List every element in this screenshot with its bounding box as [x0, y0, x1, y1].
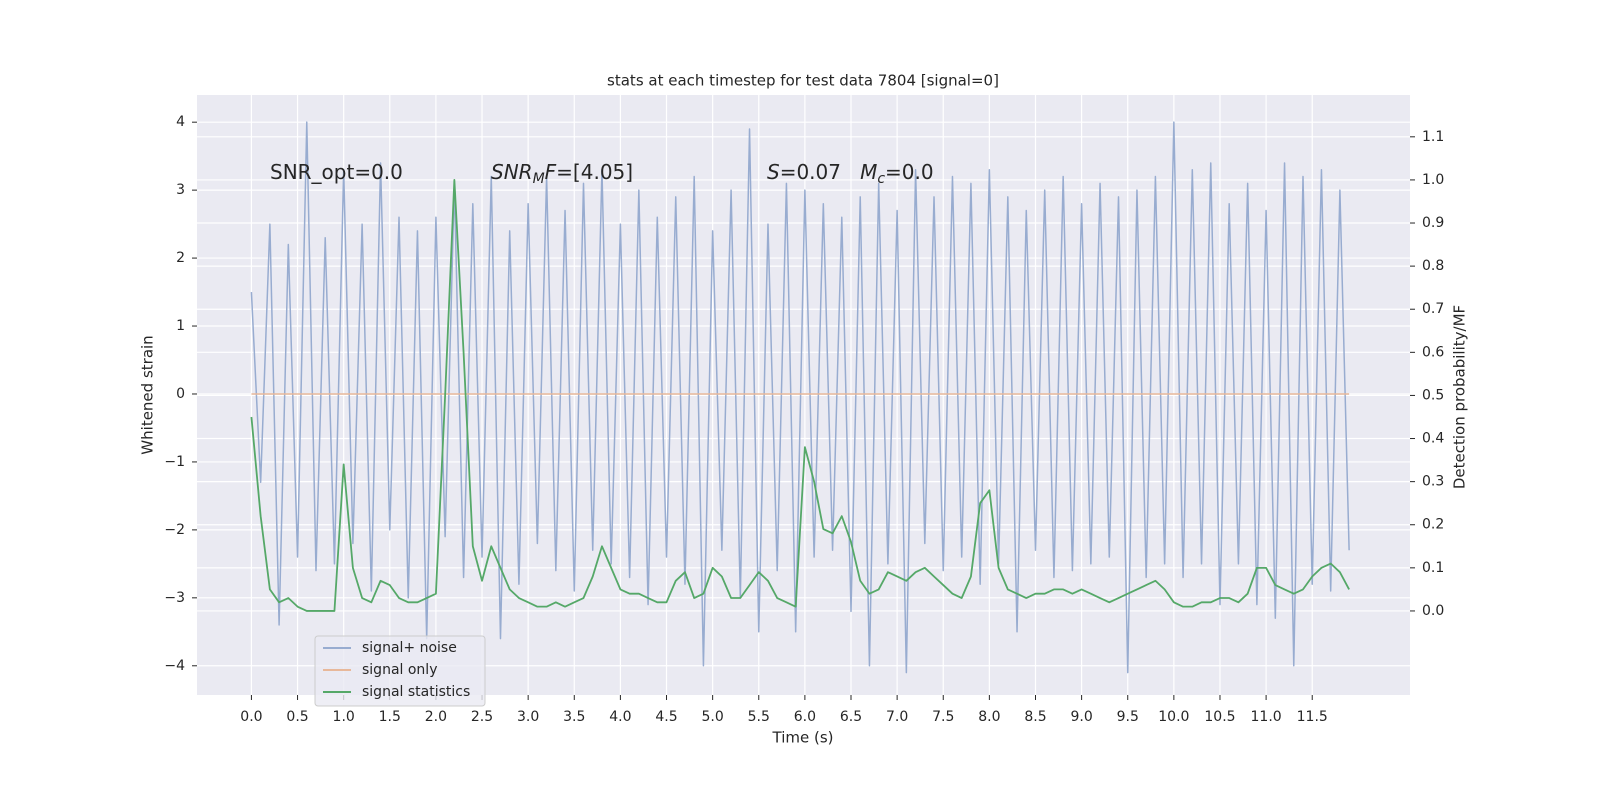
y-tick-label: 3	[176, 182, 185, 198]
x-tick-label: 10.5	[1204, 709, 1235, 725]
y2-tick-label: 1.1	[1422, 129, 1444, 145]
annotation: S=0.07 Mc=0.0	[767, 160, 934, 188]
series-line	[250, 121, 1350, 674]
y-tick-label: 1	[176, 318, 185, 334]
y2-tick-label: 0.3	[1422, 474, 1444, 490]
x-tick-label: 3.0	[517, 709, 539, 725]
annotation: SNR_opt=0.0	[270, 160, 403, 184]
legend-label: signal statistics	[362, 684, 470, 700]
y2-tick-label: 1.0	[1422, 172, 1444, 188]
x-axis-label: Time (s)	[772, 729, 834, 747]
x-tick-label: 3.5	[563, 709, 585, 725]
y2-tick-label: 0.5	[1422, 387, 1444, 403]
annotation-part: F	[545, 160, 557, 184]
x-tick-label: 8.5	[1024, 709, 1046, 725]
y2-axis-label: Detection probability/MF	[1451, 305, 1469, 489]
annotation-part: SNR_opt=0.0	[270, 160, 403, 184]
x-tick-label: 1.5	[379, 709, 401, 725]
x-tick-label: 11.0	[1251, 709, 1282, 725]
x-tick-label: 2.5	[471, 709, 493, 725]
chart-title: stats at each timestep for test data 780…	[607, 72, 999, 90]
x-tick-label: 7.0	[886, 709, 908, 725]
x-tick-label: 7.5	[932, 709, 954, 725]
annotation-part: =0.07	[780, 160, 860, 184]
x-tick-label: 9.5	[1117, 709, 1139, 725]
y2-tick-label: 0.7	[1422, 301, 1444, 317]
x-tick-label: 4.0	[609, 709, 631, 725]
y-tick-label: −4	[164, 658, 185, 674]
y-tick-label: 2	[176, 250, 185, 266]
annotation-part: =[4.05]	[556, 160, 633, 184]
x-tick-label: 4.5	[655, 709, 677, 725]
annotation-part: c	[877, 171, 885, 187]
legend-label: signal only	[362, 662, 437, 678]
y-tick-label: −3	[164, 590, 185, 606]
y2-tick-label: 0.8	[1422, 258, 1444, 274]
y-tick-label: −1	[164, 454, 185, 470]
y2-tick-label: 0.6	[1422, 344, 1444, 360]
series-line	[250, 179, 1350, 612]
y-tick-label: 0	[176, 386, 185, 402]
y2-tick-label: 0.9	[1422, 215, 1444, 231]
y-tick-label: 4	[176, 114, 185, 130]
y2-tick-label: 0.1	[1422, 560, 1444, 576]
legend-box	[314, 635, 486, 707]
x-tick-label: 8.0	[978, 709, 1000, 725]
x-tick-label: 9.0	[1070, 709, 1092, 725]
x-tick-label: 10.0	[1158, 709, 1189, 725]
annotation-part: S	[767, 160, 780, 184]
x-tick-label: 2.0	[425, 709, 447, 725]
y2-tick-label: 0.0	[1422, 603, 1444, 619]
x-tick-label: 0.0	[240, 709, 262, 725]
x-tick-label: 5.0	[702, 709, 724, 725]
y2-tick-label: 0.2	[1422, 517, 1444, 533]
annotation-part: M	[533, 171, 545, 187]
annotation-part: =0.0	[885, 160, 934, 184]
annotation-part: M	[860, 160, 877, 184]
annotation: SNRMF=[4.05]	[491, 160, 633, 188]
y2-tick-label: 0.4	[1422, 431, 1444, 447]
x-tick-label: 5.5	[748, 709, 770, 725]
y-tick-label: −2	[164, 522, 185, 538]
x-tick-label: 6.0	[794, 709, 816, 725]
y-axis-label: Whitened strain	[139, 335, 157, 454]
x-tick-label: 6.5	[840, 709, 862, 725]
x-tick-label: 1.0	[333, 709, 355, 725]
x-tick-label: 11.5	[1297, 709, 1328, 725]
legend-label: signal+ noise	[362, 640, 457, 656]
x-tick-label: 0.5	[286, 709, 308, 725]
annotation-part: SNR	[491, 160, 533, 184]
